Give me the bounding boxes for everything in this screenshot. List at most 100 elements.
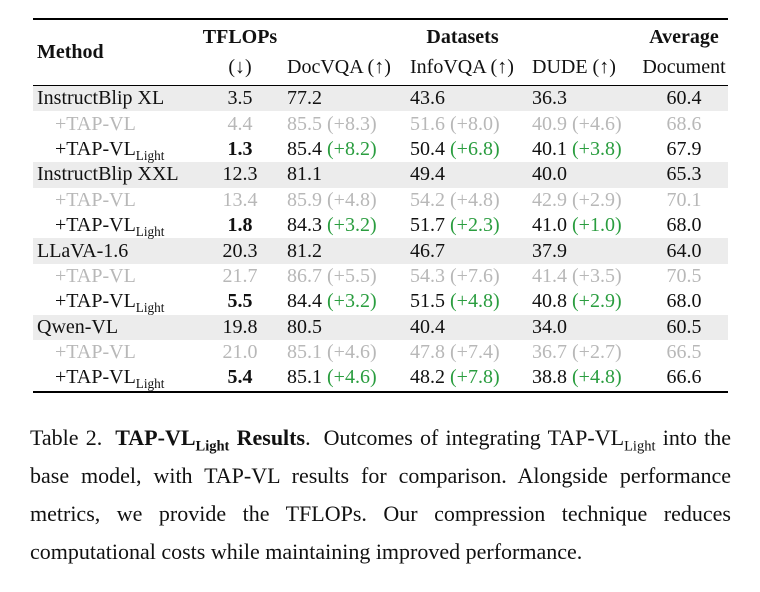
method-cell: LLaVA-1.6 [33,240,195,263]
infovqa-cell: 54.2 (+4.8) [408,189,530,212]
method-cell: +TAP-VL [33,189,195,212]
infovqa-cell: 40.4 [408,316,530,339]
header-docvqa: DocVQA (↑) [287,56,391,78]
dude-value: 41.4 [532,264,567,287]
method-cell: InstructBlip XXL [33,163,195,186]
infovqa-cell: 50.4 (+6.8) [408,138,530,161]
docvqa-cell: 84.3 (+3.2) [285,214,408,237]
method-cell: +TAP-VLLight [33,214,195,238]
dude-value: 37.9 [532,239,567,262]
docvqa-value: 85.9 [287,188,322,211]
average-cell: 60.5 [666,315,702,338]
tflops-cell: 12.3 [222,163,258,186]
infovqa-delta: (+2.3) [450,214,500,237]
docvqa-cell: 85.5 (+8.3) [285,113,408,136]
table-row: +TAP-VL 21.0 85.1 (+4.6) 47.8 (+7.4) 36.7(… [33,340,728,365]
dude-cell: 36.7 (+2.7) [530,341,640,364]
dude-cell: 40.9 (+4.6) [530,113,640,136]
table-header: Method TFLOPs (↓) Datasets DocVQA (↑) In… [33,18,728,86]
infovqa-delta: (+8.0) [450,112,500,135]
method-name: +TAP-VL [55,112,136,135]
dude-cell: 34.0 [530,316,640,339]
dude-value: 40.1 [532,137,567,160]
dude-delta: (+1.0) [572,214,622,237]
method-name: +TAP-VL [55,188,136,211]
dude-cell: 37.9 [530,240,640,263]
average-cell: 66.5 [666,341,702,364]
docvqa-cell: 77.2 [285,87,408,110]
infovqa-value: 54.2 [410,188,445,211]
docvqa-delta: (+4.6) [327,341,377,364]
docvqa-delta: (+8.2) [327,137,377,160]
method-name: +TAP-VL [55,264,136,287]
average-cell: 70.1 [666,188,702,211]
infovqa-cell: 46.7 [408,240,530,263]
infovqa-cell: 54.3 (+7.6) [408,265,530,288]
method-name: LLaVA-1.6 [37,239,129,262]
table-row: +TAP-VL 4.4 85.5 (+8.3) 51.6 (+8.0) 40.9 (+… [33,111,728,136]
infovqa-value: 43.6 [410,87,445,110]
dude-cell: 41.0 (+1.0) [530,214,640,237]
method-subscript: Light [135,376,165,392]
infovqa-value: 48.2 [410,366,445,389]
average-cell: 67.9 [666,137,702,160]
infovqa-delta: (+4.8) [450,290,500,313]
table-row: +TAP-VL 21.7 86.7 (+5.5) 54.3 (+7.6) 41.4(… [33,264,728,289]
docvqa-value: 85.1 [287,366,322,389]
dude-value: 34.0 [532,315,567,338]
average-cell: 68.6 [666,112,702,135]
dude-value: 40.9 [532,112,567,135]
tflops-cell: 19.8 [222,315,258,338]
method-name: +TAP-VL [55,290,136,313]
caption-title-period: . [305,425,311,450]
infovqa-delta: (+7.6) [450,264,500,287]
table-row: +TAP-VL 13.4 85.9 (+4.8) 54.2 (+4.8) 42.9(… [33,188,728,213]
average-cell: 64.0 [666,239,702,262]
docvqa-value: 86.7 [287,264,322,287]
header-average: Average [649,26,719,48]
docvqa-value: 84.3 [287,214,322,237]
caption-title-subscript: Light [195,438,230,455]
dude-cell: 40.8 (+2.9) [530,290,640,313]
infovqa-delta: (+7.4) [450,341,500,364]
header-tflops-down-arrow: (↓) [228,56,252,78]
table-row: +TAP-VLLight 5.5 84.4 (+3.2) 51.5 (+4.8) 4… [33,289,728,314]
table-row: InstructBlip XXL 12.3 81.1 49.4 40.0 65.… [33,162,728,188]
infovqa-cell: 43.6 [408,87,530,110]
docvqa-value: 85.1 [287,341,322,364]
method-name: InstructBlip XXL [37,163,179,186]
dude-cell: 40.1 (+3.8) [530,138,640,161]
caption-title: TAP-VL [115,425,196,450]
method-subscript: Light [135,147,165,163]
table-row: +TAP-VLLight 1.3 85.4 (+8.2) 50.4 (+6.8) 4… [33,137,728,162]
method-cell: +TAP-VL [33,341,195,364]
method-cell: +TAP-VL [33,113,195,136]
dude-cell: 42.9 (+2.9) [530,189,640,212]
table-body: InstructBlip XL 3.5 77.2 43.6 36.3 60.4 … [33,86,728,393]
tflops-cell: 5.5 [227,290,253,313]
caption-label: Table 2. [30,425,103,450]
table-row: InstructBlip XL 3.5 77.2 43.6 36.3 60.4 [33,86,728,112]
average-cell: 66.6 [666,366,702,389]
docvqa-cell: 84.4 (+3.2) [285,290,408,313]
docvqa-cell: 81.2 [285,240,408,263]
infovqa-value: 40.4 [410,315,445,338]
caption-body: Outcomes of integrating TAP-VL [323,425,625,450]
docvqa-value: 85.5 [287,112,322,135]
header-average-document: Document [642,56,726,78]
docvqa-value: 85.4 [287,137,322,160]
dude-cell: 41.4 (+3.5) [530,265,640,288]
header-tflops: TFLOPs [202,26,278,48]
infovqa-cell: 47.8 (+7.4) [408,341,530,364]
docvqa-cell: 86.7 (+5.5) [285,265,408,288]
header-datasets-group: Datasets [426,26,499,48]
table-row: Qwen-VL 19.8 80.5 40.4 34.0 60.5 [33,314,728,340]
dude-value: 40.0 [532,163,567,186]
docvqa-value: 77.2 [287,87,322,110]
docvqa-value: 84.4 [287,290,322,313]
method-cell: +TAP-VLLight [33,138,195,163]
caption-body-subscript: Light [624,438,656,455]
caption-body-rest: into the base model, with TAP-VL results… [30,425,732,564]
table-caption: Table 2. TAP-VLLight Results. Outcomes of … [30,419,731,571]
dude-delta: (+2.7) [572,341,622,364]
